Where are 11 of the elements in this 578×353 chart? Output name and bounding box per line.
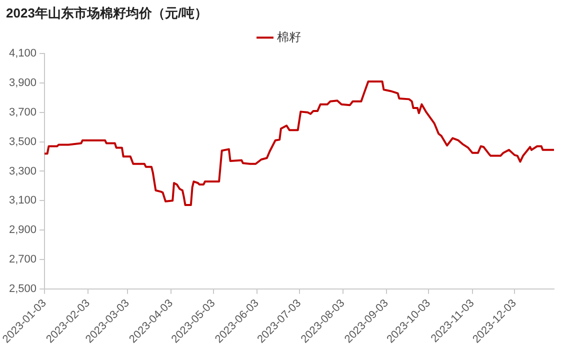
y-tick-label: 3,500 bbox=[8, 136, 37, 148]
legend-label: 棉籽 bbox=[277, 30, 301, 44]
y-tick-label: 3,700 bbox=[8, 106, 37, 118]
y-tick-label: 3,300 bbox=[8, 165, 37, 178]
y-tick-label: 3,900 bbox=[8, 77, 37, 90]
y-tick-label: 2,700 bbox=[8, 254, 37, 266]
y-tick-label: 4,100 bbox=[8, 48, 37, 60]
y-tick-label: 3,100 bbox=[8, 194, 37, 207]
chart-title: 2023年山东市场棉籽均价（元/吨） bbox=[6, 5, 208, 20]
y-tick-label: 2,500 bbox=[8, 282, 37, 295]
y-tick-label: 2,900 bbox=[8, 224, 37, 236]
